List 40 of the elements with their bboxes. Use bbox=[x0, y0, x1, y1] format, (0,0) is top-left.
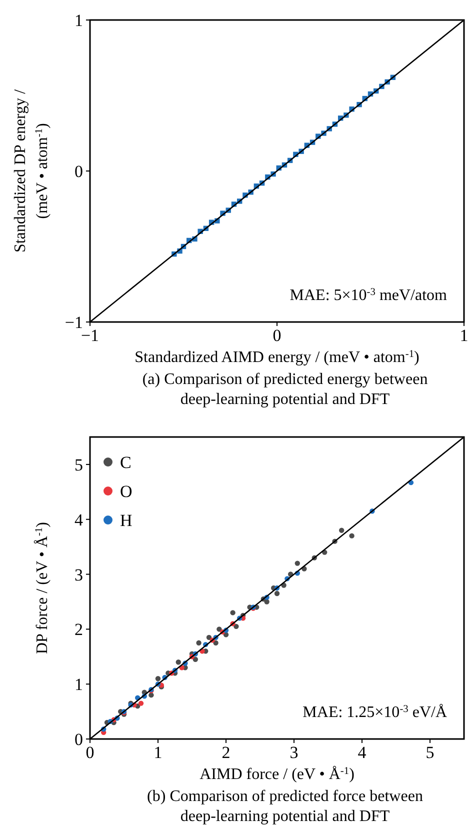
point bbox=[264, 599, 270, 604]
x-tick-label: 1 bbox=[154, 743, 162, 762]
point bbox=[349, 533, 354, 538]
x-tick-label: 3 bbox=[290, 743, 298, 762]
point bbox=[155, 676, 161, 682]
point bbox=[234, 624, 239, 630]
x-tick-label: 2 bbox=[222, 743, 230, 762]
x-axis-title: AIMD force / (eV • Å$^{-1}$) bbox=[200, 765, 354, 783]
y-tick-label: 4 bbox=[74, 510, 84, 530]
x-tick-label: 5 bbox=[426, 743, 434, 762]
y-tick-label: 0 bbox=[74, 162, 83, 181]
y-tick-label: 1 bbox=[74, 675, 83, 694]
point bbox=[138, 700, 144, 706]
legend-label: O bbox=[120, 482, 132, 501]
point bbox=[274, 590, 280, 596]
y-tick-label: 5 bbox=[74, 455, 83, 474]
legend-label: H bbox=[120, 511, 132, 530]
point bbox=[230, 610, 236, 616]
y-tick-label: 1 bbox=[74, 11, 83, 30]
x-axis-title: Standardized AIMD energy / (meV • atom$^{-1}$) bbox=[134, 348, 420, 366]
x-tick-label: 1 bbox=[460, 326, 468, 345]
text: (b) Comparison of predicted force between deep-learning potential and DFT bbox=[147, 788, 423, 825]
point bbox=[192, 656, 198, 662]
y-tick-label: −1 bbox=[64, 313, 83, 332]
point bbox=[196, 640, 202, 646]
point bbox=[294, 560, 300, 566]
y-tick-label: 2 bbox=[74, 620, 83, 640]
point bbox=[213, 640, 218, 646]
point bbox=[339, 528, 344, 533]
annotation: MAE: 5×10$^{-3}$ meV/atom bbox=[290, 286, 448, 304]
annotation: MAE: 1.25×10$^{-3}$ eV/Å bbox=[302, 703, 448, 721]
point bbox=[176, 660, 181, 665]
y-tick-label: 3 bbox=[74, 565, 83, 584]
point bbox=[216, 626, 222, 632]
x-tick-label: 4 bbox=[358, 743, 367, 762]
point bbox=[206, 634, 212, 640]
legend-label: C bbox=[120, 453, 132, 472]
text: (a) Comparison of predicted energy between deep-learning potential and DFT bbox=[142, 371, 428, 408]
y-tick-label: 0 bbox=[74, 730, 83, 749]
x-tick-label: 0 bbox=[272, 326, 282, 345]
